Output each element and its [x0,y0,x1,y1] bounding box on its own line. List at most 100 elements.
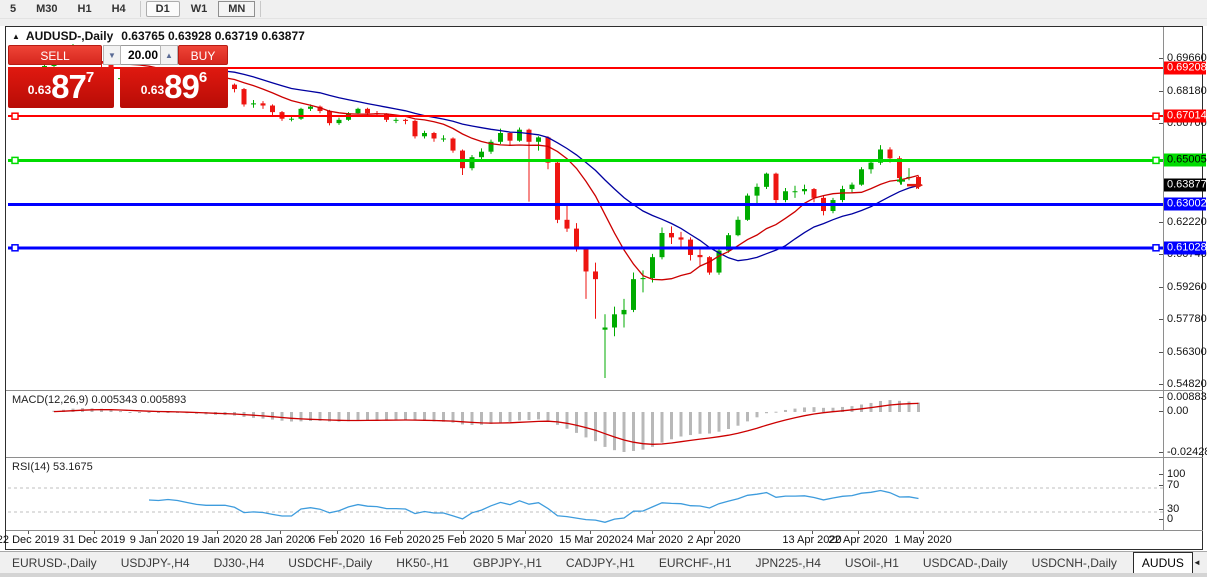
macd-histogram-bar [812,407,816,412]
candlestick [469,157,475,169]
macd-histogram-bar [318,412,322,421]
candlestick [783,191,788,201]
chart-tab-eurchf[interactable]: EURCHF-,H1 [658,555,732,570]
macd-axis-tick [1159,397,1163,398]
timeframe-button-m30[interactable]: M30 [36,3,58,15]
timeframe-button-mn[interactable]: MN [218,1,256,17]
date-tick [525,531,526,534]
date-label: 22 Dec 2019 [0,534,60,546]
timeframe-button-h4[interactable]: H4 [111,3,126,15]
chart-tab-usdcnh[interactable]: USDCNH-,Daily [1031,555,1117,570]
macd-histogram-bar [898,400,901,412]
volume-input[interactable] [121,45,161,65]
date-label: 28 Jan 2020 [249,534,311,546]
price-tick [1159,351,1163,353]
chart-tab-usdcad[interactable]: USDCAD-,Daily [922,555,1008,570]
price-tick [1159,90,1163,92]
macd-histogram-bar [594,412,597,442]
macd-histogram-bar [147,412,151,413]
line-handle[interactable] [1152,244,1160,252]
chart-tab-cadjpy[interactable]: CADJPY-,H1 [565,555,635,570]
line-handle[interactable] [11,244,19,252]
macd-histogram-bar [347,412,350,422]
sell-button[interactable]: SELL [8,45,102,65]
macd-signal-line [53,402,919,445]
chart-tab-dj30[interactable]: DJ30-,H4 [213,555,265,570]
macd-histogram-bar [442,412,445,422]
timeframe-button-w1[interactable]: W1 [190,3,208,15]
price-tick [1159,384,1163,386]
rsi-axis-label: 0 [1167,513,1174,525]
macd-histogram-bar [803,407,806,412]
line-handle[interactable] [1152,112,1160,120]
candlestick [526,129,532,142]
candlestick [887,149,893,159]
candlestick [498,133,503,142]
candlestick [897,158,902,179]
price-tick-label: 0.68180 [1167,84,1207,97]
chart-tab-active[interactable]: AUDUS [1132,552,1193,573]
candlestick [631,279,636,310]
sell-price-sup: 7 [85,69,95,86]
date-tick [94,531,95,534]
chart-tab-jpn225[interactable]: JPN225-,H4 [755,555,821,570]
sell-price-big: 87 [51,68,87,105]
macd-histogram-bar [841,406,844,412]
line-handle[interactable] [11,156,19,165]
macd-histogram-bar [489,412,493,424]
date-axis-separator [6,530,1203,531]
buy-price-base: 0.63 [140,83,165,97]
macd-histogram-bar [404,412,407,420]
macd-histogram-bar [679,412,683,437]
date-axis: 22 Dec 2019 31 Dec 2019 9 Jan 2020 19 Jan 2… [0,531,1207,549]
candlestick [431,133,437,139]
volume-decrease-button[interactable]: ▼ [103,45,121,65]
rsi-axis-label: 30 [1167,503,1180,515]
chart-tab-usdjpy[interactable]: USDJPY-,H4 [120,555,190,570]
line-handle[interactable] [11,112,19,120]
rsi-line [148,489,919,523]
chart-title: ▲ AUDUSD-,Daily 0.63765 0.63928 0.63719 0.… [12,29,305,43]
price-tick-label: 0.57780 [1167,313,1207,326]
candlestick [488,141,494,152]
bottom-strip [0,573,1207,577]
tab-scroll-arrows: ◄► [1193,558,1207,567]
toolbar-separator [260,1,262,17]
ohlc-values: 0.63765 0.63928 0.63719 0.63877 [121,29,305,43]
macd-histogram-bar [641,412,645,450]
tab-scroll-left-icon[interactable]: ◄ [1192,558,1201,567]
macd-histogram-bar [651,412,654,447]
candlestick [507,133,513,141]
chart-tab-gbpjpy[interactable]: GBPJPY-,H1 [472,555,542,570]
price-tick-label: 0.56300 [1167,345,1207,358]
volume-increase-button[interactable]: ▲ [160,45,178,65]
macd-panel-separator[interactable] [6,390,1203,391]
buy-price-box[interactable]: 0.63896 [120,67,228,108]
timeframe-button-d1[interactable]: D1 [145,1,180,17]
chart-tab-usdchf[interactable]: USDCHF-,Daily [288,555,373,570]
buy-button[interactable]: BUY [178,45,228,65]
macd-histogram-bar [917,402,920,412]
candlestick [802,189,807,192]
date-tick [652,531,653,534]
rsi-label: RSI(14) 53.1675 [12,461,93,473]
window-collapse-icon[interactable]: ▲ [12,32,20,41]
rsi-panel-separator[interactable] [6,457,1203,458]
chart-tab-hk50[interactable]: HK50-,H1 [396,555,449,570]
rsi-indicator-chart[interactable] [8,459,1163,530]
chart-tab-eurusd[interactable]: EURUSD-,Daily [12,555,97,570]
candlestick [792,191,798,193]
timeframe-toolbar: 5 M30 H1 H4 D1 W1 MN [0,0,1207,26]
line-handle[interactable] [1152,156,1160,165]
chart-tab-usoil[interactable]: USOil-,H1 [844,555,899,570]
macd-histogram-bar [575,412,578,433]
price-badge: 0.63877 [1164,178,1207,192]
candlestick [593,271,598,280]
macd-indicator-chart[interactable] [8,392,1163,457]
timeframe-button-5[interactable]: 5 [10,3,17,15]
sell-price-box[interactable]: 0.63877 [8,67,114,108]
macd-histogram-bar [537,412,540,420]
timeframe-button-h1[interactable]: H1 [77,3,92,15]
macd-histogram-bar [271,412,274,420]
toolbar-separator [139,1,141,17]
